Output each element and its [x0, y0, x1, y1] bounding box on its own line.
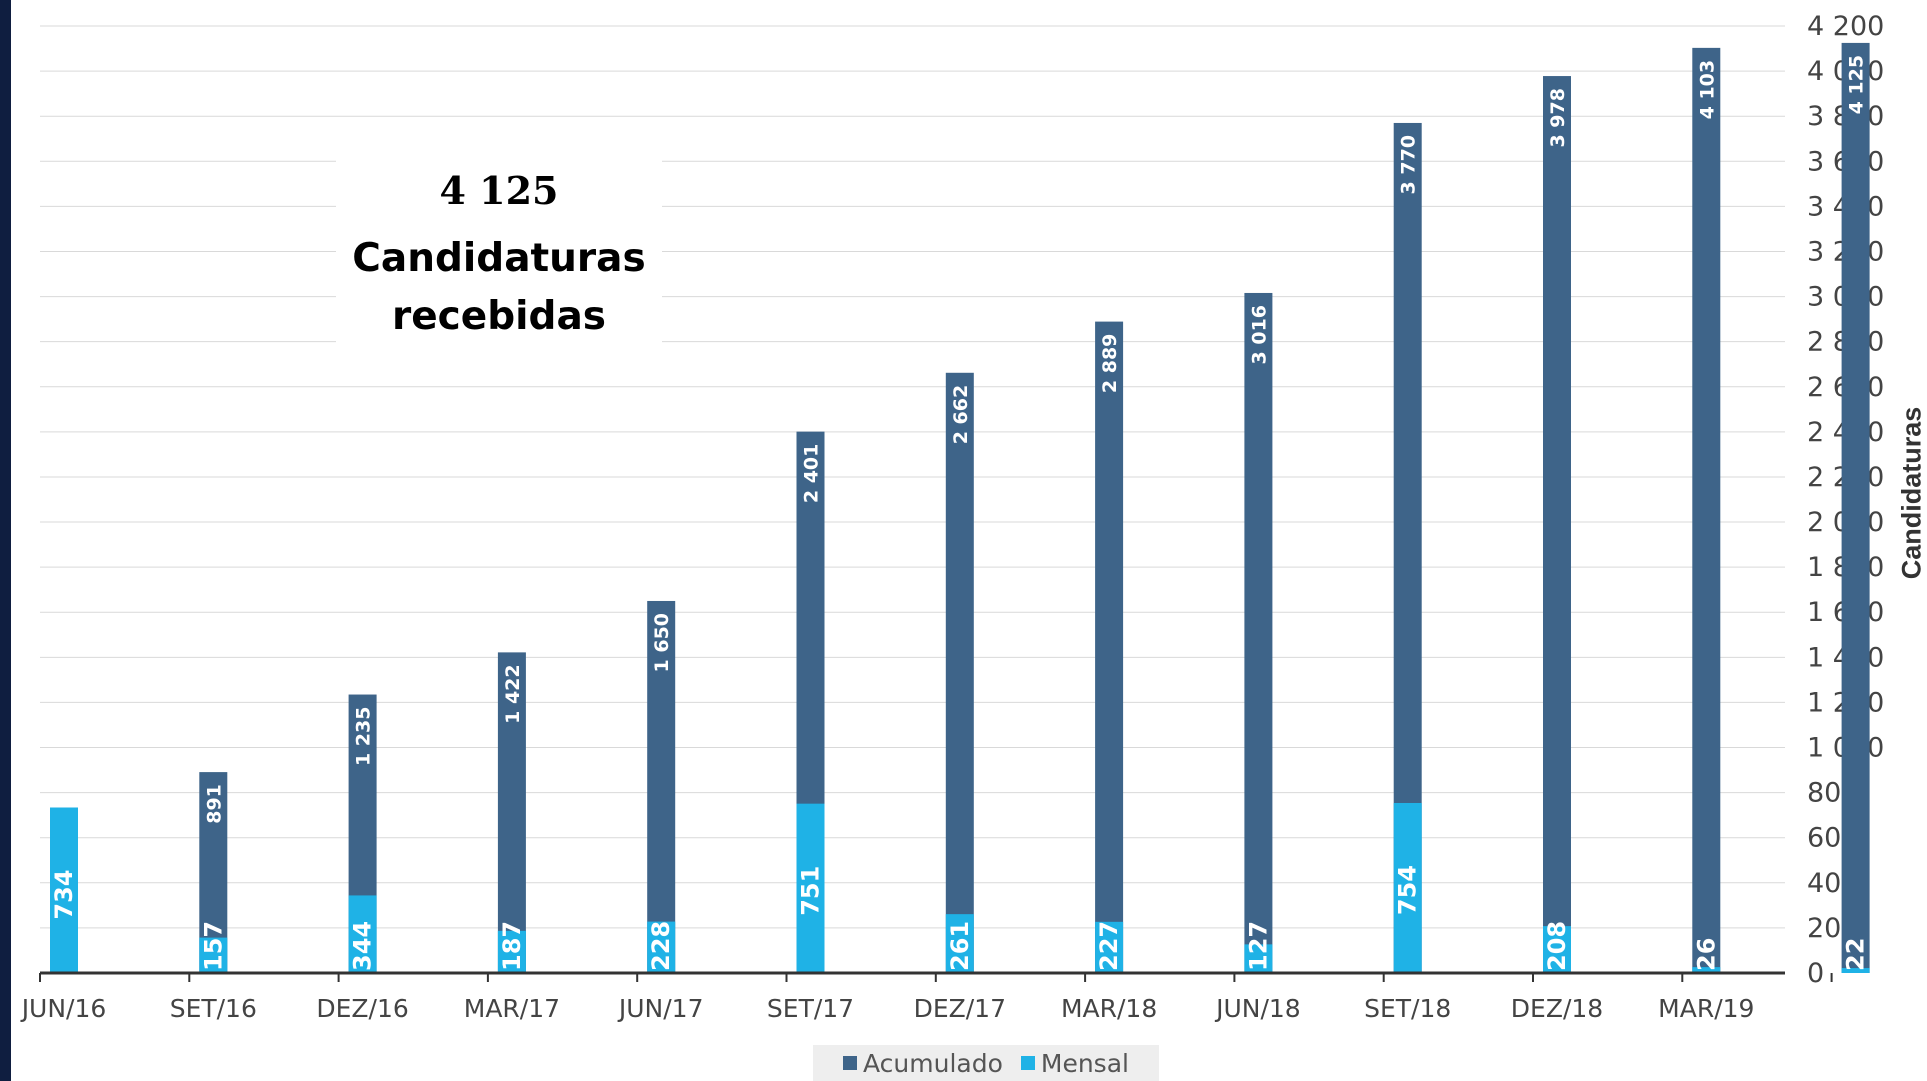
data-label-mensal: 751: [797, 866, 825, 916]
x-tick-label: SET/16: [170, 994, 257, 1023]
x-tick-label: DEZ/16: [316, 994, 408, 1023]
x-tick-label: MAR/19: [1658, 994, 1754, 1023]
x-tick-label: MAR/18: [1061, 994, 1157, 1023]
data-label-acumulado: 2 889: [1099, 334, 1121, 394]
bar-mensal: [647, 921, 676, 973]
bar-mensal: [348, 895, 377, 973]
bar-mensal: [796, 803, 825, 973]
bar-acumulado: [1841, 42, 1870, 974]
total-callout: 4 125 Candidaturas recebidas: [336, 158, 662, 348]
data-label-acumulado: 3 978: [1547, 88, 1569, 148]
data-label-acumulado: 4 103: [1696, 60, 1718, 119]
y-tick-label: 0: [1807, 958, 1824, 989]
x-tick-label: SET/18: [1364, 994, 1451, 1023]
x-tick-label: DEZ/17: [914, 994, 1006, 1023]
bar-mensal: [1543, 926, 1571, 973]
x-tick-label: JUN/17: [617, 994, 704, 1023]
x-tick-label: SET/17: [767, 994, 854, 1023]
bar-mensal: [1692, 967, 1721, 973]
chart-legend: Acumulado Mensal: [813, 1045, 1159, 1081]
bar-acumulado: [1095, 321, 1124, 974]
legend-swatch-mensal: [1020, 1056, 1035, 1070]
data-label-acumulado: 2 401: [801, 444, 823, 504]
data-label-mensal: 127: [1244, 921, 1272, 971]
callout-caption: Candidaturas recebidas: [336, 230, 662, 346]
bar-mensal: [1841, 968, 1870, 973]
data-label-mensal: 261: [946, 921, 974, 971]
bar-mensal: [1393, 802, 1422, 973]
x-tick-label: DEZ/18: [1511, 994, 1603, 1023]
data-label-acumulado: 1 650: [651, 613, 673, 673]
data-label-mensal: 754: [1394, 865, 1422, 915]
bar-acumulado: [1692, 47, 1721, 973]
data-label-mensal: 344: [349, 921, 377, 971]
bar-acumulado: [945, 372, 974, 974]
data-label-acumulado: 1 235: [353, 707, 375, 767]
y-tick-label: 4 200: [1807, 11, 1884, 42]
legend-item-mensal: Mensal: [1020, 1048, 1129, 1078]
data-label-mensal: 228: [647, 921, 675, 971]
data-label-acumulado: 2 662: [950, 385, 972, 445]
callout-caption-line1: Candidaturas: [352, 236, 646, 281]
legend-item-acumulado: Acumulado: [843, 1049, 1003, 1078]
bar-mensal: [1244, 944, 1273, 973]
data-label-acumulado: 4 125: [1846, 55, 1868, 115]
bar-mensal: [50, 807, 78, 973]
bar-acumulado: [647, 600, 676, 973]
y-axis-title: Candidaturas: [1896, 406, 1927, 580]
data-label-mensal: 208: [1543, 921, 1571, 971]
callout-caption-line2: recebidas: [392, 294, 606, 339]
left-edge-bar: [0, 0, 11, 1081]
data-label-mensal: 22: [1842, 938, 1870, 971]
bar-mensal: [1095, 921, 1124, 973]
data-label-acumulado: 3 016: [1248, 305, 1270, 365]
data-label-acumulado: 891: [203, 784, 225, 824]
legend-label-mensal: Mensal: [1040, 1048, 1129, 1078]
data-label-mensal: 734: [50, 870, 78, 920]
bar-acumulado: [497, 652, 526, 973]
data-label-mensal: 157: [199, 921, 227, 971]
bar-acumulado: [1543, 76, 1571, 973]
x-tick-label: JUN/16: [20, 994, 107, 1023]
legend-label-acumulado: Acumulado: [863, 1048, 1003, 1078]
x-tick-label: MAR/17: [464, 994, 560, 1023]
x-tick-label: JUN/18: [1214, 994, 1301, 1023]
callout-total-number: 4 125: [439, 168, 559, 213]
data-label-mensal: 227: [1095, 921, 1123, 971]
data-label-acumulado: 3 770: [1398, 135, 1420, 195]
bar-mensal: [497, 930, 526, 973]
legend-swatch-acumulado: [843, 1056, 857, 1070]
bar-acumulado: [1244, 292, 1273, 973]
bar-mensal: [199, 937, 228, 973]
data-label-acumulado: 1 422: [502, 664, 524, 724]
data-label-mensal: 26: [1692, 938, 1720, 971]
data-label-mensal: 187: [498, 921, 526, 971]
bar-mensal: [945, 914, 974, 973]
